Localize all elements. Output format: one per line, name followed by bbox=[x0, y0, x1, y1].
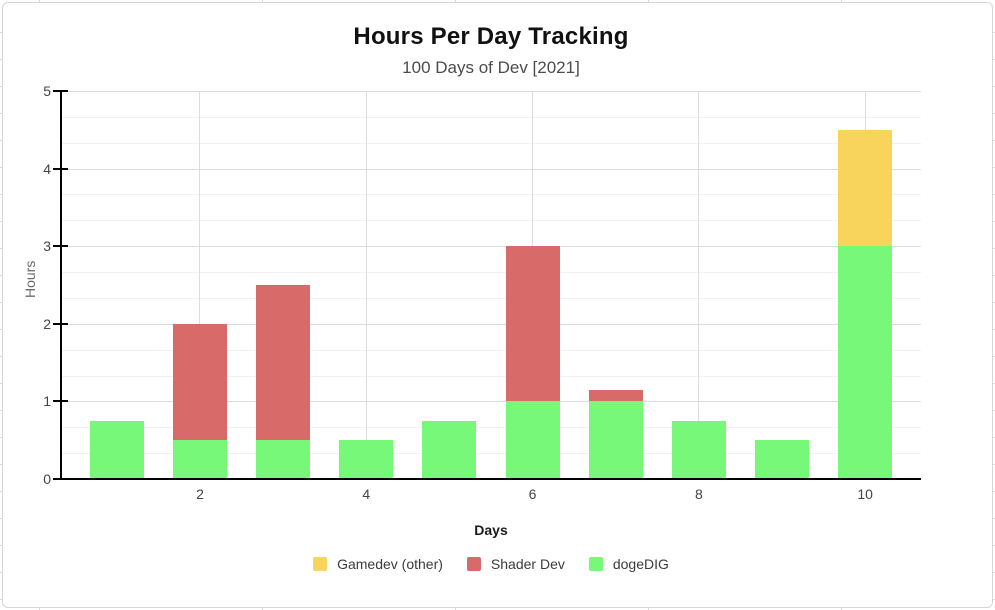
bar-day1-dogedig[interactable] bbox=[89, 420, 144, 479]
legend-item-dogedig: dogeDIG bbox=[588, 556, 669, 572]
bar-day5-dogedig[interactable] bbox=[422, 420, 477, 479]
gridline-vertical-day-8 bbox=[698, 91, 700, 479]
bar-day3-shader-dev[interactable] bbox=[256, 285, 311, 441]
x-tick-label-6: 6 bbox=[528, 486, 537, 502]
x-axis-title: Days bbox=[474, 522, 508, 538]
x-tick-label-4: 4 bbox=[362, 486, 371, 502]
gridline-minor bbox=[61, 116, 921, 118]
chart-title: Hours Per Day Tracking bbox=[353, 23, 629, 50]
legend-label-dogedig: dogeDIG bbox=[612, 556, 669, 572]
gridline-minor bbox=[61, 272, 921, 274]
bar-day6-dogedig[interactable] bbox=[505, 401, 560, 479]
gridline-minor bbox=[61, 220, 921, 222]
y-axis-tick-4 bbox=[53, 167, 68, 170]
gridline-minor bbox=[61, 142, 921, 144]
bar-day7-dogedig[interactable] bbox=[588, 401, 643, 479]
y-tick-label-0: 0 bbox=[43, 471, 51, 487]
bar-day8-dogedig[interactable] bbox=[671, 420, 726, 479]
legend-label-gamedev-other: Gamedev (other) bbox=[337, 556, 443, 572]
y-tick-label-1: 1 bbox=[43, 393, 51, 410]
y-tick-label-4: 4 bbox=[43, 160, 51, 177]
bar-day9-dogedig[interactable] bbox=[755, 440, 810, 479]
y-axis-tick-0 bbox=[53, 478, 68, 480]
gridline-minor bbox=[61, 375, 921, 377]
gridline-minor bbox=[61, 297, 921, 299]
y-tick-label-2: 2 bbox=[43, 315, 51, 332]
bar-day4-dogedig[interactable] bbox=[339, 440, 394, 479]
x-tick-label-2: 2 bbox=[196, 486, 204, 502]
gridline-minor bbox=[61, 194, 921, 196]
x-tick-label-8: 8 bbox=[694, 486, 703, 502]
bar-day6-shader-dev[interactable] bbox=[505, 246, 560, 402]
gridline-vertical-day-4 bbox=[365, 91, 367, 479]
legend-item-gamedev-other: Gamedev (other) bbox=[313, 556, 443, 572]
gridline-minor bbox=[61, 453, 921, 455]
gridline-vertical-day-2 bbox=[199, 91, 201, 479]
bar-day3-dogedig[interactable] bbox=[256, 440, 311, 479]
gridline-major bbox=[61, 168, 921, 170]
legend-swatch-shader-dev bbox=[466, 557, 481, 571]
legend-item-shader-dev: Shader Dev bbox=[466, 556, 565, 572]
x-tick-label-10: 10 bbox=[857, 486, 873, 502]
gridline-major bbox=[61, 323, 921, 325]
y-axis-tick-3 bbox=[53, 245, 68, 248]
y-axis-title: Hours bbox=[22, 260, 38, 298]
bar-day2-shader-dev[interactable] bbox=[172, 323, 227, 441]
y-axis-tick-1 bbox=[53, 400, 68, 403]
gridline-major bbox=[61, 91, 921, 92]
bar-day10-dogedig[interactable] bbox=[838, 246, 893, 479]
gridline-major bbox=[61, 401, 921, 403]
plot-area: 0 1 2 3 4 5 2 4 6 8 10 bbox=[43, 83, 921, 502]
legend-swatch-gamedev-other bbox=[313, 557, 328, 571]
gridline-minor bbox=[61, 349, 921, 351]
legend-swatch-dogedig bbox=[588, 557, 603, 571]
y-axis-tick-2 bbox=[53, 322, 68, 325]
legend: Gamedev (other) Shader Dev dogeDIG bbox=[61, 556, 921, 572]
x-axis-line bbox=[60, 478, 921, 480]
chart-subtitle: 100 Days of Dev [2021] bbox=[402, 58, 580, 77]
y-axis-line bbox=[60, 90, 62, 480]
y-tick-label-3: 3 bbox=[43, 238, 51, 255]
y-tick-label-5: 5 bbox=[43, 83, 51, 99]
bar-day2-dogedig[interactable] bbox=[172, 440, 227, 479]
bar-day10-gamedev-other[interactable] bbox=[838, 129, 893, 247]
bar-day7-shader-dev[interactable] bbox=[588, 389, 643, 402]
legend-label-shader-dev: Shader Dev bbox=[490, 556, 565, 572]
gridline-major bbox=[61, 246, 921, 248]
y-axis-tick-5 bbox=[53, 90, 68, 92]
gridline-minor bbox=[61, 427, 921, 429]
